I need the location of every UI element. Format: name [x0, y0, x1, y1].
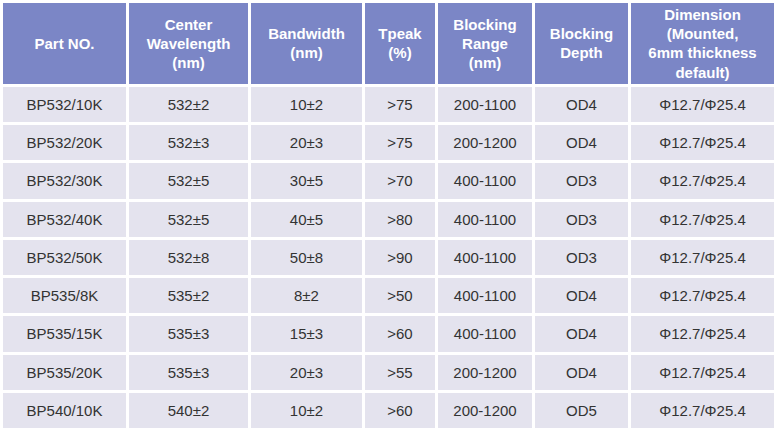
table-body: BP532/10K 532±2 10±2 >75 200-1100 OD4 Φ1…: [3, 87, 774, 428]
cell-tpeak: >55: [365, 355, 435, 390]
cell-tpeak: >60: [365, 393, 435, 428]
cell-dimension: Φ12.7/Φ25.4: [631, 355, 774, 390]
cell-blocking-range: 200-1200: [438, 355, 532, 390]
column-header-dimension: Dimension (Mounted, 6mm thickness defaul…: [631, 3, 774, 84]
table-row: BP540/10K 540±2 10±2 >60 200-1200 OD5 Φ1…: [3, 393, 774, 428]
cell-dimension: Φ12.7/Φ25.4: [631, 240, 774, 275]
cell-center-wavelength: 532±3: [129, 125, 248, 160]
cell-dimension: Φ12.7/Φ25.4: [631, 202, 774, 237]
cell-blocking-depth: OD3: [535, 163, 628, 198]
cell-center-wavelength: 535±3: [129, 316, 248, 351]
table-row: BP532/10K 532±2 10±2 >75 200-1100 OD4 Φ1…: [3, 87, 774, 122]
table-row: BP532/20K 532±3 20±3 >75 200-1200 OD4 Φ1…: [3, 125, 774, 160]
cell-part-no: BP535/8K: [3, 278, 126, 313]
table-row: BP535/8K 535±2 8±2 >50 400-1100 OD4 Φ12.…: [3, 278, 774, 313]
cell-blocking-depth: OD4: [535, 316, 628, 351]
cell-center-wavelength: 532±5: [129, 163, 248, 198]
cell-blocking-depth: OD3: [535, 240, 628, 275]
cell-tpeak: >75: [365, 87, 435, 122]
table-row: BP532/30K 532±5 30±5 >70 400-1100 OD3 Φ1…: [3, 163, 774, 198]
cell-tpeak: >50: [365, 278, 435, 313]
cell-center-wavelength: 540±2: [129, 393, 248, 428]
cell-blocking-range: 200-1200: [438, 125, 532, 160]
cell-part-no: BP532/50K: [3, 240, 126, 275]
column-header-blocking-depth: Blocking Depth: [535, 3, 628, 84]
column-header-part-no: Part NO.: [3, 3, 126, 84]
cell-bandwidth: 10±2: [251, 87, 362, 122]
cell-blocking-range: 400-1100: [438, 240, 532, 275]
table-row: BP535/15K 535±3 15±3 >60 400-1100 OD4 Φ1…: [3, 316, 774, 351]
cell-dimension: Φ12.7/Φ25.4: [631, 125, 774, 160]
cell-bandwidth: 10±2: [251, 393, 362, 428]
cell-dimension: Φ12.7/Φ25.4: [631, 316, 774, 351]
cell-bandwidth: 40±5: [251, 202, 362, 237]
column-header-center-wavelength: Center Wavelength (nm): [129, 3, 248, 84]
cell-part-no: BP535/15K: [3, 316, 126, 351]
cell-part-no: BP532/20K: [3, 125, 126, 160]
cell-dimension: Φ12.7/Φ25.4: [631, 278, 774, 313]
cell-blocking-range: 200-1100: [438, 87, 532, 122]
cell-center-wavelength: 535±3: [129, 355, 248, 390]
table-row: BP532/40K 532±5 40±5 >80 400-1100 OD3 Φ1…: [3, 202, 774, 237]
cell-dimension: Φ12.7/Φ25.4: [631, 393, 774, 428]
table-row: BP532/50K 532±8 50±8 >90 400-1100 OD3 Φ1…: [3, 240, 774, 275]
filter-spec-table: Part NO. Center Wavelength (nm) Bandwidt…: [0, 0, 777, 431]
table-row: BP535/20K 535±3 20±3 >55 200-1200 OD4 Φ1…: [3, 355, 774, 390]
cell-blocking-depth: OD4: [535, 278, 628, 313]
column-header-bandwidth: Bandwidth (nm): [251, 3, 362, 84]
cell-tpeak: >80: [365, 202, 435, 237]
cell-center-wavelength: 532±8: [129, 240, 248, 275]
cell-blocking-range: 400-1100: [438, 316, 532, 351]
cell-center-wavelength: 532±5: [129, 202, 248, 237]
cell-bandwidth: 30±5: [251, 163, 362, 198]
cell-blocking-range: 400-1100: [438, 163, 532, 198]
cell-blocking-depth: OD4: [535, 355, 628, 390]
cell-dimension: Φ12.7/Φ25.4: [631, 87, 774, 122]
cell-blocking-depth: OD4: [535, 125, 628, 160]
cell-bandwidth: 15±3: [251, 316, 362, 351]
cell-blocking-depth: OD4: [535, 87, 628, 122]
cell-bandwidth: 8±2: [251, 278, 362, 313]
cell-tpeak: >60: [365, 316, 435, 351]
cell-center-wavelength: 535±2: [129, 278, 248, 313]
cell-blocking-depth: OD5: [535, 393, 628, 428]
cell-dimension: Φ12.7/Φ25.4: [631, 163, 774, 198]
cell-bandwidth: 20±3: [251, 125, 362, 160]
cell-bandwidth: 50±8: [251, 240, 362, 275]
cell-part-no: BP532/40K: [3, 202, 126, 237]
cell-blocking-range: 200-1200: [438, 393, 532, 428]
cell-center-wavelength: 532±2: [129, 87, 248, 122]
header-row: Part NO. Center Wavelength (nm) Bandwidt…: [3, 3, 774, 84]
cell-part-no: BP535/20K: [3, 355, 126, 390]
cell-blocking-depth: OD3: [535, 202, 628, 237]
cell-part-no: BP532/10K: [3, 87, 126, 122]
table-header: Part NO. Center Wavelength (nm) Bandwidt…: [3, 3, 774, 84]
cell-tpeak: >75: [365, 125, 435, 160]
cell-part-no: BP532/30K: [3, 163, 126, 198]
column-header-blocking-range: Blocking Range (nm): [438, 3, 532, 84]
cell-tpeak: >70: [365, 163, 435, 198]
cell-blocking-range: 400-1100: [438, 278, 532, 313]
cell-part-no: BP540/10K: [3, 393, 126, 428]
cell-bandwidth: 20±3: [251, 355, 362, 390]
column-header-tpeak: Tpeak (%): [365, 3, 435, 84]
cell-blocking-range: 400-1100: [438, 202, 532, 237]
cell-tpeak: >90: [365, 240, 435, 275]
